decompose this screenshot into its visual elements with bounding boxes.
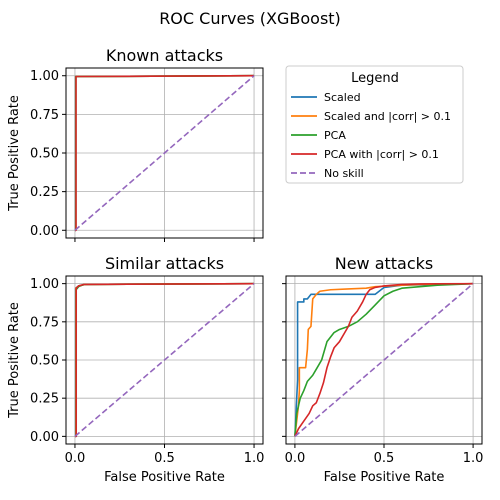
- panel-title: New attacks: [335, 254, 434, 273]
- legend-entry-label: PCA: [324, 129, 346, 142]
- x-tick-label-0: 0.0: [65, 451, 86, 466]
- y-tick-label-3: 0.75: [30, 108, 59, 123]
- y-axis-label: True Positive Rate: [7, 95, 22, 212]
- x-tick-label-0: 0.0: [285, 451, 306, 466]
- y-tick-label-3: 0.75: [30, 315, 59, 330]
- x-tick-label-1: 0.5: [374, 451, 395, 466]
- y-tick-label-1: 0.25: [30, 185, 59, 200]
- panel-similar-attacks: 0.0 0.5 1.0 0.00 0.25 0.50 0.75 1.00 Similar att…: [7, 254, 264, 485]
- legend-frame: [285, 65, 464, 184]
- legend-entry-label: Scaled and |corr| > 0.1: [324, 110, 451, 123]
- y-tick-label-2: 0.50: [30, 147, 59, 162]
- y-tick-label-4: 1.00: [30, 277, 59, 292]
- y-tick-label-4: 1.00: [30, 69, 59, 84]
- x-tick-label-2: 1.0: [244, 451, 265, 466]
- figure-title: ROC Curves (XGBoost): [159, 9, 341, 28]
- legend-entry-label: No skill: [324, 167, 364, 180]
- x-tick-label-2: 1.0: [463, 451, 484, 466]
- x-axis-label: False Positive Rate: [324, 470, 445, 485]
- panel-known-attacks: 0.00 0.25 0.50 0.75 1.00 Known attacks True Po…: [7, 46, 264, 242]
- y-tick-label-0: 0.00: [30, 430, 59, 445]
- series-line-no-skill: [74, 75, 255, 231]
- legend: Legend Scaled Scaled and |corr| > 0.1 PCA P…: [285, 65, 464, 184]
- legend-entry-label: PCA with |corr| > 0.1: [324, 148, 439, 161]
- series-line-pca: [294, 282, 474, 437]
- panel-title: Known attacks: [106, 46, 223, 65]
- x-tick-label-1: 0.5: [154, 451, 175, 466]
- series-line-no-skill: [74, 283, 255, 437]
- legend-title: Legend: [351, 71, 399, 86]
- legend-entry-label: Scaled: [324, 91, 361, 104]
- series-line-no-skill: [294, 283, 474, 437]
- panel-title: Similar attacks: [105, 254, 224, 273]
- y-tick-label-1: 0.25: [30, 392, 59, 407]
- panel-new-attacks: 0.0 0.5 1.0 New attacks False Positive Rate: [282, 254, 483, 485]
- series-line-pca-with-corr-0-1: [294, 282, 474, 437]
- y-tick-label-2: 0.50: [30, 354, 59, 369]
- y-axis-label: True Positive Rate: [7, 302, 22, 419]
- y-tick-label-0: 0.00: [30, 224, 59, 239]
- x-axis-label: False Positive Rate: [104, 470, 225, 485]
